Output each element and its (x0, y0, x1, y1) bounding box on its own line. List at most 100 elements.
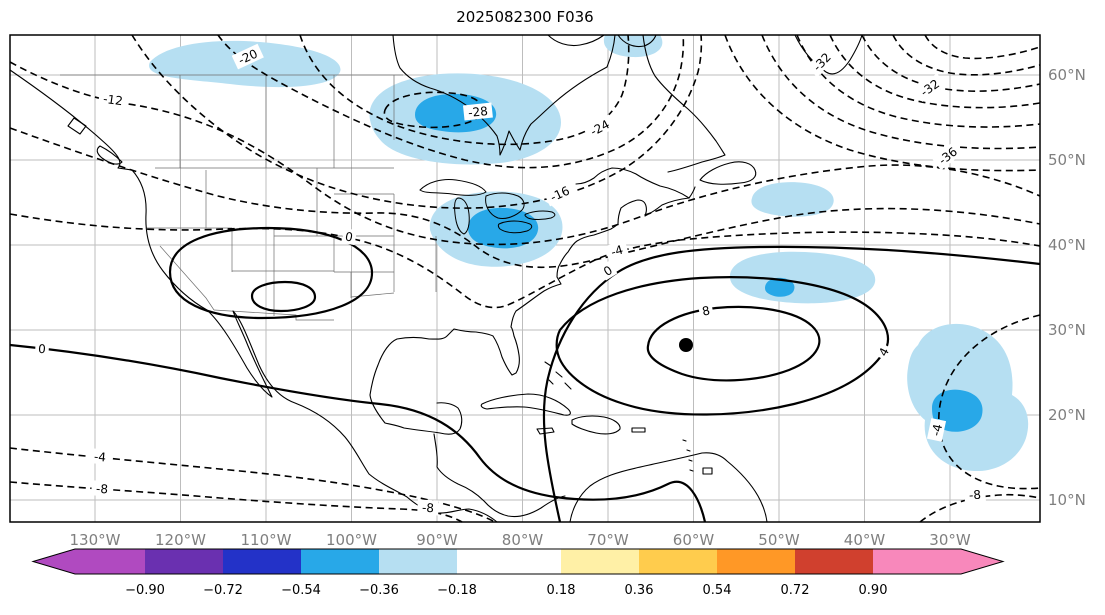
colorbar-tick-label: −0.90 (125, 583, 165, 598)
negative-contour-line (919, 493, 1041, 523)
coastline (547, 34, 605, 47)
colorbar-segment (639, 549, 717, 574)
contour-label: -8 (91, 480, 114, 497)
contour-label-mask (604, 240, 630, 261)
colorbar-tick-label: 0.18 (547, 583, 576, 598)
contour-label: -28 (462, 102, 493, 121)
contour-label-mask (873, 342, 894, 362)
zero-positive-contour-line (542, 245, 1041, 523)
colorbar-tick-label: 0.90 (859, 583, 888, 598)
negative-contour-line (9, 447, 496, 523)
contour-label-text: -12 (102, 92, 123, 109)
state-border-line (159, 245, 215, 311)
coastline (480, 393, 571, 416)
lat-tick-label: 10°N (1048, 491, 1086, 509)
colorbar-segment (457, 549, 561, 574)
negative-contour-line (383, 91, 484, 129)
shaded-anomaly-regions (149, 35, 1029, 472)
contour-label: -4 (88, 448, 112, 465)
coastline (544, 361, 552, 367)
lake-outline (524, 210, 556, 220)
negative-contour-line (829, 34, 1041, 109)
colorbar-segment (795, 549, 873, 574)
coastline (67, 117, 87, 135)
contour-label: -16 (543, 180, 576, 207)
latitude-tick-labels: 60°N 50°N 40°N 30°N 20°N 10°N (1048, 66, 1086, 509)
coastline (571, 415, 621, 435)
colorbar-segment (223, 549, 301, 574)
lon-tick-label: 120°W (155, 531, 206, 549)
contour-label-text: -8 (969, 488, 982, 503)
contour-label-mask (913, 73, 946, 102)
contour-label-mask (88, 448, 112, 465)
contour-label: -4 (604, 240, 630, 261)
lon-tick-label: 90°W (416, 531, 458, 549)
zero-positive-contour-line (250, 280, 317, 313)
contour-label-mask (963, 486, 986, 503)
lon-tick-label: 130°W (70, 531, 121, 549)
contour-labels: -20-12-28-24-16-32-32-36-400084-4-8-4-8-… (34, 43, 986, 516)
zero-positive-contour-line (646, 305, 821, 382)
contour-label-text: 0 (38, 342, 47, 356)
colorbar-outline (31, 548, 1005, 575)
coastline (392, 34, 616, 156)
lon-tick-label: 100°W (326, 531, 377, 549)
contour-label: -32 (913, 73, 946, 102)
lat-tick-label: 50°N (1048, 151, 1086, 169)
colorbar-segment (561, 549, 639, 574)
coastline (631, 427, 646, 433)
coastline (575, 167, 690, 199)
negative-contour-line (9, 61, 1041, 246)
contour-label: -8 (417, 499, 439, 516)
negative-contour-line (9, 481, 463, 523)
negative-contour-line (9, 127, 1041, 269)
contour-label-text: -4 (929, 423, 945, 438)
lon-tick-label: 110°W (241, 531, 292, 549)
contour-label: -32 (806, 46, 837, 78)
contour-label-text: -28 (468, 104, 489, 120)
negative-contour-line (299, 34, 630, 146)
contour-label: 0 (34, 340, 50, 357)
contour-label: 0 (341, 227, 358, 246)
lon-tick-label: 30°W (929, 531, 971, 549)
lake-outline (485, 192, 525, 219)
coastline (688, 459, 693, 462)
lon-tick-label: 50°W (758, 531, 800, 549)
shaded-region-deep (415, 93, 497, 133)
contour-label-mask (97, 90, 129, 109)
colorbar-tick-label: −0.18 (437, 583, 477, 598)
contour-label-mask (926, 418, 947, 442)
lon-tick-label: 70°W (587, 531, 629, 549)
coastline (564, 382, 572, 390)
coastline (555, 371, 563, 378)
negative-contour-line (724, 34, 1041, 172)
contour-label-mask (931, 140, 964, 171)
shaded-region-light (751, 182, 834, 217)
contour-label-text: -4 (609, 243, 624, 260)
lat-tick-label: 30°N (1048, 321, 1086, 339)
contour-label: 0 (598, 260, 618, 281)
contour-label-mask (341, 227, 358, 246)
colorbar-segment (379, 549, 457, 574)
contour-label-text: -8 (422, 501, 435, 516)
lon-tick-label: 60°W (673, 531, 715, 549)
contour-label-text: 8 (701, 303, 711, 318)
negative-contour-line (9, 213, 1041, 309)
coastline (9, 69, 498, 523)
colorbar-segment (145, 549, 223, 574)
contour-label-mask (231, 43, 264, 70)
coastline (569, 452, 768, 523)
contour-label-text: 0 (344, 229, 354, 244)
zero-positive-contour-line (168, 226, 374, 320)
lake-outline (497, 220, 533, 234)
negative-contour-line (892, 34, 1041, 76)
colorbar-tick-label: 0.54 (703, 583, 732, 598)
contour-label-mask (806, 46, 837, 78)
contour-label-text: -8 (96, 482, 109, 497)
coastline (682, 439, 687, 442)
negative-contours (9, 34, 1041, 523)
state-borders (60, 74, 437, 321)
colorbar-segment (717, 549, 795, 574)
colorbar-tick-label: −0.54 (281, 583, 321, 598)
